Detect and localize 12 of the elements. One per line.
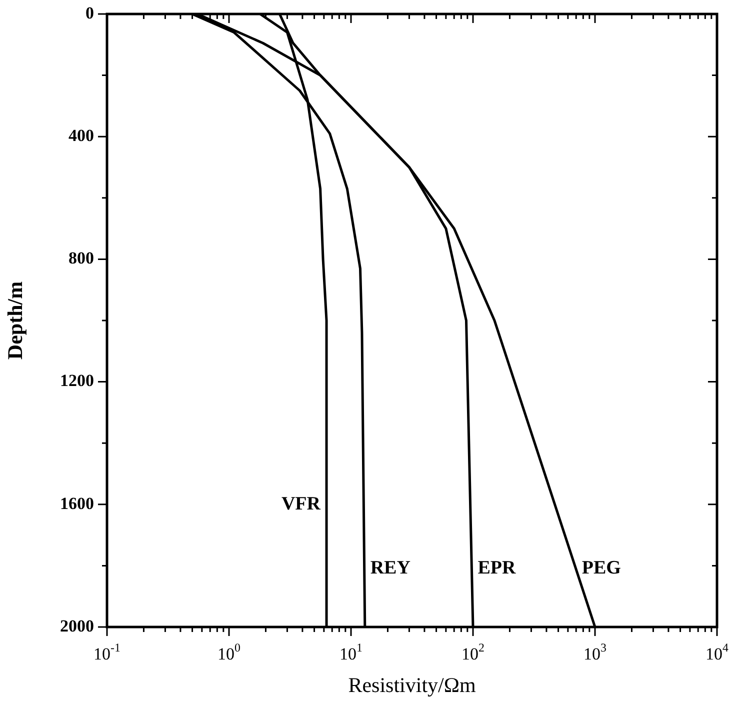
- series-label: PEG: [582, 558, 622, 579]
- y-tick-label: 2000: [60, 616, 94, 636]
- series-label: EPR: [478, 558, 516, 579]
- y-axis-title: Depth/m: [3, 280, 28, 360]
- y-tick-label: 1600: [60, 494, 94, 513]
- y-tick-label: 1200: [60, 371, 94, 390]
- y-tick-label: 800: [68, 248, 94, 268]
- series-label: VFR: [281, 493, 321, 514]
- y-tick-label: 400: [68, 126, 94, 145]
- y-tick-label: 0: [86, 3, 94, 22]
- x-axis-title: Resistivity/Ωm: [348, 672, 476, 697]
- series-label: REY: [370, 558, 411, 579]
